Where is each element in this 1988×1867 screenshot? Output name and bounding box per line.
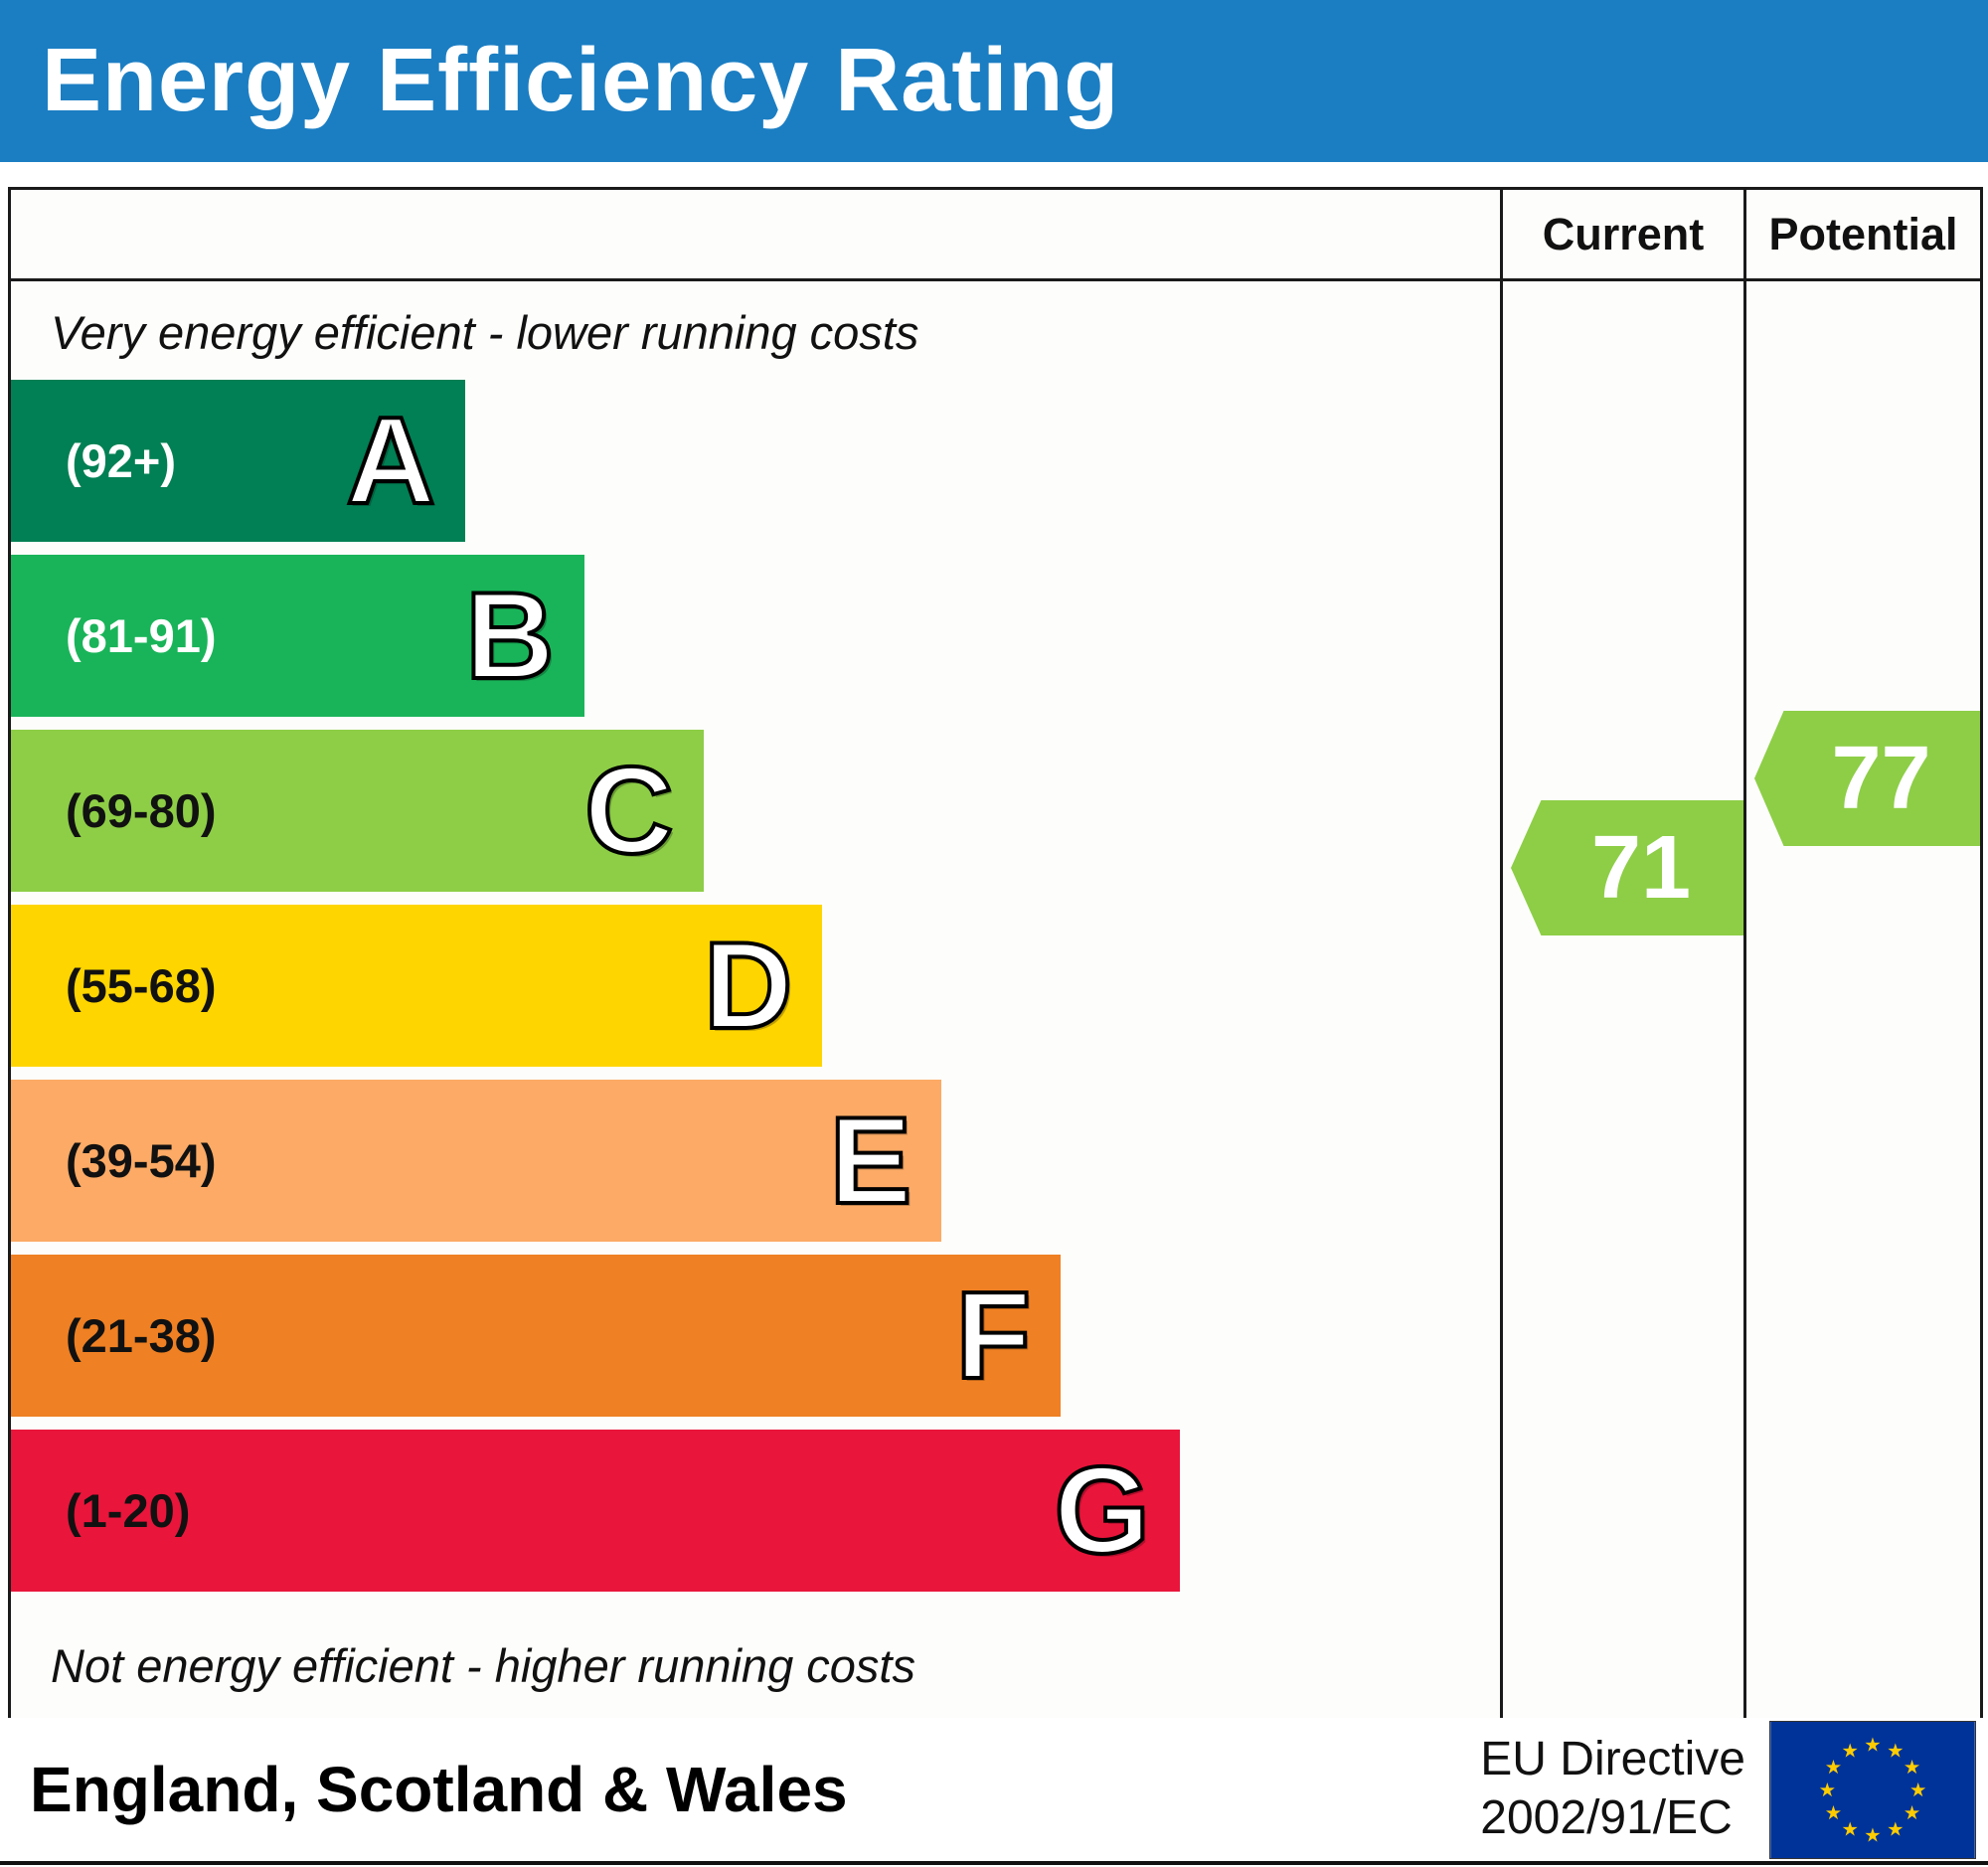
- svg-text:★: ★: [1864, 1823, 1881, 1846]
- current-rating-value: 71: [1590, 817, 1692, 918]
- svg-text:★: ★: [1819, 1779, 1836, 1801]
- current-rating-column: 71: [1500, 281, 1743, 1718]
- band-f: (21-38) F: [11, 1255, 1062, 1417]
- svg-text:★: ★: [1825, 1756, 1842, 1779]
- svg-text:★: ★: [1841, 1817, 1858, 1840]
- band-letter: G: [1052, 1442, 1151, 1580]
- chart-box: Current Potential Very energy efficient …: [8, 187, 1983, 1721]
- current-column-header: Current: [1500, 190, 1743, 281]
- band-a: (92+) A: [11, 380, 465, 542]
- svg-text:★: ★: [1887, 1739, 1904, 1762]
- band-letter: A: [344, 392, 437, 530]
- bands-area: Very energy efficient - lower running co…: [11, 281, 1500, 1718]
- band-range: (21-38): [66, 1309, 217, 1362]
- current-rating-arrow: 71: [1511, 800, 1743, 935]
- svg-text:★: ★: [1904, 1756, 1920, 1779]
- svg-text:★: ★: [1904, 1800, 1920, 1823]
- eu-directive-line1: EU Directive: [1480, 1733, 1745, 1786]
- band-b: (81-91) B: [11, 555, 584, 717]
- band-g: (1-20) G: [11, 1430, 1180, 1592]
- band-c: (69-80) C: [11, 730, 704, 892]
- eu-flag-icon: ★ ★ ★ ★ ★ ★ ★ ★ ★ ★ ★ ★: [1769, 1720, 1976, 1859]
- band-range: (39-54): [66, 1134, 217, 1187]
- bottom-note: Not energy efficient - higher running co…: [51, 1639, 915, 1692]
- footer-bar: England, Scotland & Wales EU Directive 2…: [0, 1718, 1988, 1865]
- top-note: Very energy efficient - lower running co…: [51, 306, 919, 359]
- potential-column-header: Potential: [1743, 190, 1980, 281]
- potential-rating-column: 77: [1743, 281, 1980, 1718]
- band-range: (1-20): [66, 1484, 191, 1537]
- svg-text:★: ★: [1887, 1817, 1904, 1840]
- region-label: England, Scotland & Wales: [30, 1754, 848, 1825]
- svg-text:★: ★: [1841, 1739, 1858, 1762]
- band-range: (92+): [66, 434, 177, 487]
- potential-rating-arrow: 77: [1754, 711, 1980, 846]
- bands-stack: (92+) A (81-91) B (69-80) C (55-68) D (3…: [11, 380, 1500, 1605]
- band-letter: C: [582, 742, 676, 880]
- band-d: (55-68) D: [11, 905, 823, 1067]
- page-title: Energy Efficiency Rating: [42, 31, 1120, 130]
- band-range: (81-91): [66, 609, 217, 662]
- band-e: (39-54) E: [11, 1080, 942, 1242]
- svg-text:★: ★: [1864, 1733, 1881, 1756]
- title-banner: Energy Efficiency Rating: [0, 0, 1988, 162]
- eu-directive-line2: 2002/91/EC: [1480, 1791, 1733, 1844]
- svg-text:★: ★: [1909, 1779, 1926, 1801]
- eu-directive-text: EU Directive 2002/91/EC: [1480, 1731, 1745, 1847]
- band-letter: F: [953, 1267, 1033, 1405]
- band-letter: D: [702, 917, 795, 1055]
- band-letter: E: [828, 1092, 914, 1230]
- band-letter: B: [463, 567, 557, 705]
- band-range: (69-80): [66, 784, 217, 837]
- bars-header-spacer: [11, 190, 1500, 281]
- band-range: (55-68): [66, 959, 217, 1012]
- potential-rating-value: 77: [1831, 728, 1931, 828]
- svg-text:★: ★: [1825, 1800, 1842, 1823]
